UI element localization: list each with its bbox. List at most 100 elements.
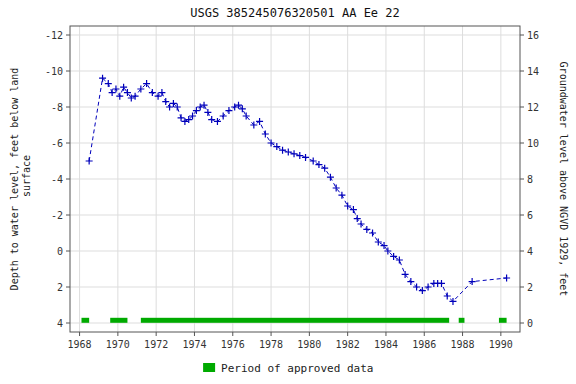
- x-tick-label: 1986: [412, 339, 436, 350]
- data-point: [327, 174, 334, 181]
- data-point: [231, 104, 238, 111]
- y-grid-line: [70, 179, 520, 180]
- legend: Period of approved data: [203, 362, 373, 375]
- data-line: [89, 78, 506, 301]
- data-point: [105, 80, 112, 87]
- data-point: [413, 284, 420, 291]
- y2-tick-label: 16: [527, 30, 539, 41]
- x-tick-label: 1974: [182, 339, 206, 350]
- y2-label: Groundwater level above NGVD 1929, feet: [558, 62, 569, 297]
- y-tick-label: -8: [51, 102, 63, 113]
- y2-tick-label: 6: [527, 210, 533, 221]
- data-point: [291, 150, 298, 157]
- approved-period: [141, 318, 449, 323]
- data-point: [193, 107, 200, 114]
- data-point: [149, 89, 156, 96]
- data-point: [109, 89, 116, 96]
- y-grid-line: [70, 287, 520, 288]
- data-point: [170, 100, 177, 107]
- data-point: [116, 93, 123, 100]
- y-grid-line: [70, 35, 520, 36]
- x-tick-label: 1990: [489, 339, 513, 350]
- data-point: [132, 93, 139, 100]
- data-point: [214, 118, 221, 125]
- data-point: [296, 152, 303, 159]
- data-point: [438, 280, 445, 287]
- data-point: [396, 257, 403, 264]
- x-tick: [500, 332, 501, 336]
- data-point: [419, 287, 426, 294]
- x-tick-label: 1978: [259, 339, 283, 350]
- data-point: [444, 293, 451, 300]
- data-point: [166, 104, 173, 111]
- data-point: [162, 98, 169, 105]
- y-tick-label: -2: [51, 210, 63, 221]
- y-label-line: surface: [21, 155, 32, 203]
- data-point: [256, 118, 263, 125]
- y2-tick-label: 4: [527, 246, 533, 257]
- data-point: [185, 116, 192, 123]
- y-tick: [66, 215, 70, 216]
- y2-tick: [520, 251, 524, 252]
- data-point: [174, 104, 181, 111]
- legend-label: Period of approved data: [221, 362, 373, 375]
- data-point: [321, 165, 328, 172]
- x-tick-label: 1982: [336, 339, 360, 350]
- x-tick-label: 1968: [68, 339, 92, 350]
- y-tick-label: 4: [57, 318, 63, 329]
- y2-tick: [520, 179, 524, 180]
- y-tick: [66, 179, 70, 180]
- data-point: [99, 75, 106, 82]
- x-tick: [462, 332, 463, 336]
- y2-tick-label: 0: [527, 318, 533, 329]
- data-point: [375, 239, 382, 246]
- data-point: [143, 80, 150, 87]
- data-point: [407, 278, 414, 285]
- data-point: [86, 158, 93, 165]
- y-tick-label: -10: [45, 66, 63, 77]
- data-point: [204, 109, 211, 116]
- y2-tick-label: 8: [527, 174, 533, 185]
- x-tick: [117, 332, 118, 336]
- data-point: [333, 185, 340, 192]
- data-point: [155, 93, 162, 100]
- data-point: [201, 102, 208, 109]
- data-point: [158, 89, 165, 96]
- y-tick: [66, 143, 70, 144]
- approved-period: [459, 318, 465, 323]
- x-tick: [424, 332, 425, 336]
- y2-axis: 0246810121416: [520, 30, 539, 329]
- data-point: [137, 86, 144, 93]
- grid: [70, 26, 520, 332]
- y-tick-label: -12: [45, 30, 63, 41]
- y-tick: [66, 107, 70, 108]
- y-grid-line: [70, 107, 520, 108]
- data-point: [262, 131, 269, 138]
- x-tick: [309, 332, 310, 336]
- approved-period: [81, 318, 89, 323]
- data-point: [503, 275, 510, 282]
- data-point: [178, 114, 185, 121]
- y2-tick: [520, 143, 524, 144]
- data-point: [369, 230, 376, 237]
- legend-swatch: [203, 363, 215, 372]
- data-point: [384, 248, 391, 255]
- data-point: [225, 107, 232, 114]
- data-point: [449, 298, 456, 305]
- data-point: [354, 215, 361, 222]
- data-point: [363, 226, 370, 233]
- x-tick: [79, 332, 80, 336]
- y-tick: [66, 287, 70, 288]
- x-tick-label: 1988: [451, 339, 475, 350]
- data-point: [279, 147, 286, 154]
- data-point: [268, 140, 275, 147]
- y2-tick: [520, 107, 524, 108]
- data-point: [197, 104, 204, 111]
- y-tick: [66, 323, 70, 324]
- x-tick-label: 1970: [106, 339, 130, 350]
- data-point: [285, 149, 292, 156]
- data-point: [350, 206, 357, 213]
- data-point: [235, 102, 242, 109]
- y-tick: [66, 35, 70, 36]
- y2-tick-label: 2: [527, 282, 533, 293]
